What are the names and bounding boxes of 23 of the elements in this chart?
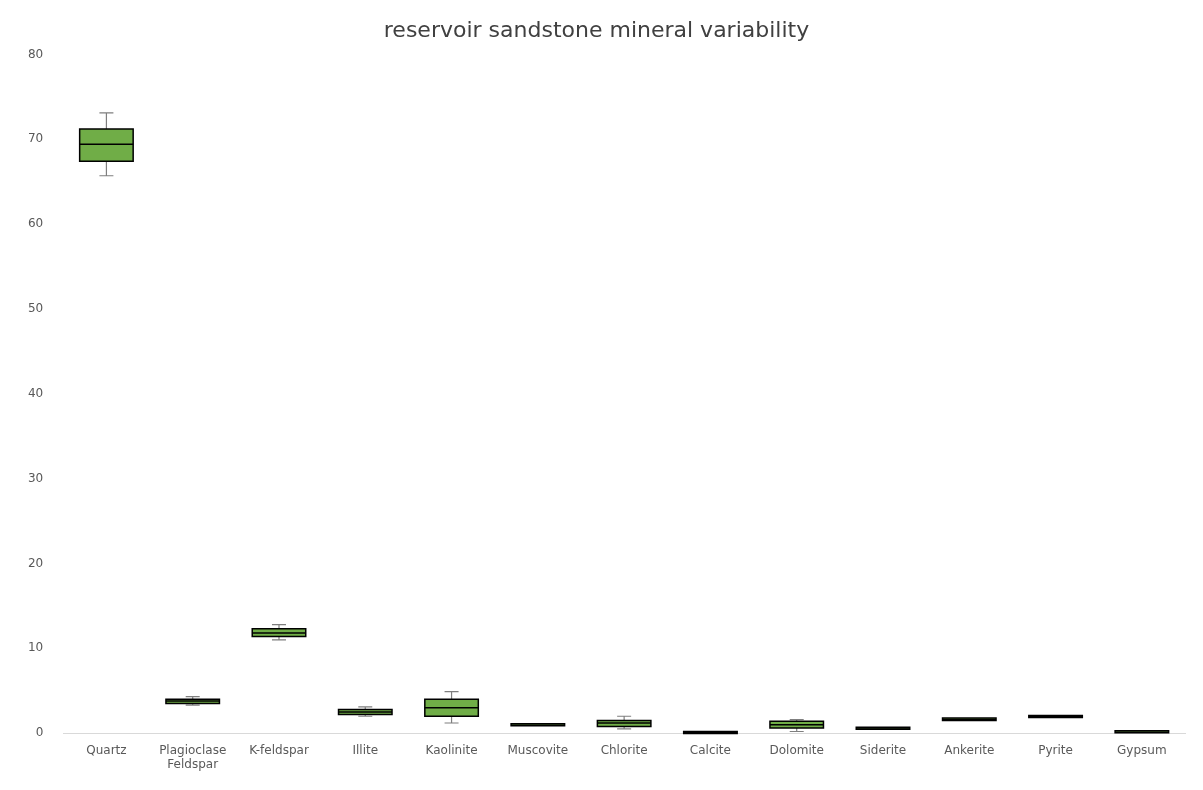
x-tick-label: Calcite (689, 742, 731, 757)
x-tick-label: Dolomite (769, 742, 824, 757)
x-tick-label: Plagioclase Feldspar (159, 742, 227, 771)
y-tick-label: 60 (27, 216, 44, 231)
x-tick-label: Pyrite (1038, 742, 1073, 757)
x-tick-label: Gypsum (1117, 742, 1167, 757)
y-tick-label: 50 (27, 301, 44, 316)
chart-title: reservoir sandstone mineral variability (383, 16, 810, 42)
x-tick-label: Quartz (86, 742, 127, 757)
x-tick-label: K-feldspar (249, 742, 309, 757)
y-tick-label: 30 (27, 470, 44, 485)
x-tick-label: Siderite (859, 742, 907, 757)
y-tick-label: 40 (27, 385, 44, 400)
y-tick-label: 20 (27, 555, 44, 570)
y-tick-label: 0 (35, 725, 44, 740)
x-tick-label: Kaolinite (425, 742, 478, 757)
x-tick-label: Ankerite (944, 742, 995, 757)
y-tick-label: 70 (27, 131, 44, 146)
x-tick-label: Muscovite (507, 742, 569, 757)
x-tick-label: Illite (352, 742, 379, 757)
x-tick-label: Chlorite (600, 742, 648, 757)
y-tick-label: 10 (27, 640, 44, 655)
y-tick-label: 80 (27, 46, 44, 61)
